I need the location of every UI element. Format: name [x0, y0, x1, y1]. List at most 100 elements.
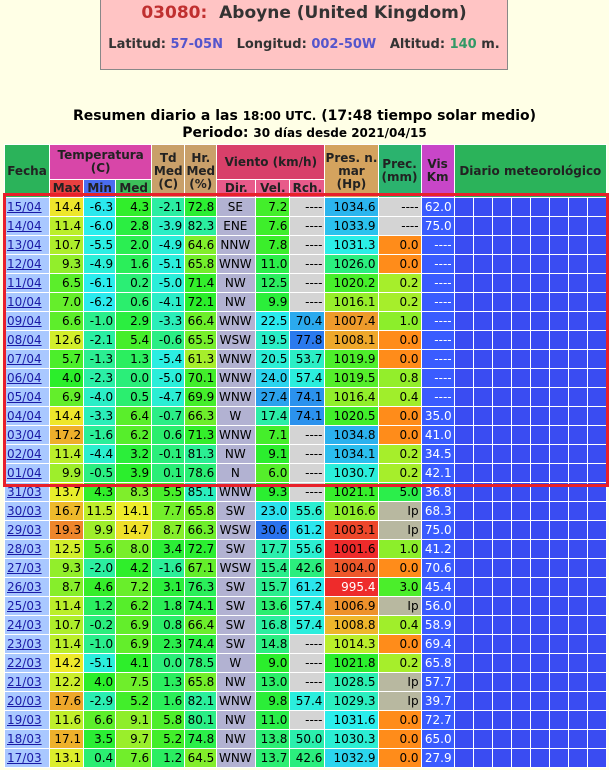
cell: 6.5: [49, 273, 85, 293]
diary-cell: [586, 311, 608, 331]
diary-cell: [491, 273, 512, 293]
cell: 6.9: [49, 387, 85, 407]
diary-cell: [548, 463, 569, 483]
date-link[interactable]: 31/03: [7, 485, 42, 499]
diary-cell: [472, 311, 493, 331]
date-link[interactable]: 07/04: [7, 352, 42, 366]
diary-cell: [491, 425, 512, 445]
cell: ----: [289, 197, 326, 217]
diary-cell: [586, 691, 608, 711]
cell: ----: [420, 292, 455, 312]
cell: SW: [216, 501, 257, 521]
date-link[interactable]: 13/04: [7, 238, 42, 252]
diary-cell: [453, 634, 474, 654]
diary-cell: [472, 748, 493, 768]
date-link[interactable]: 21/03: [7, 675, 42, 689]
cell: 2.8: [115, 216, 153, 236]
cell: -5.1: [151, 254, 186, 274]
cell: 31/03: [3, 482, 51, 502]
cell: 70.4: [289, 311, 326, 331]
diary-cell: [586, 368, 608, 388]
date-link[interactable]: 08/04: [7, 333, 42, 347]
cell: ----: [289, 653, 326, 673]
date-link[interactable]: 14/04: [7, 219, 42, 233]
diary-cell: [510, 387, 531, 407]
date-link[interactable]: 28/03: [7, 542, 42, 556]
diary-cell: [453, 197, 474, 217]
cell: 5.8: [151, 710, 186, 730]
cell: -1.0: [83, 634, 117, 654]
diary-cell: [548, 729, 569, 749]
cell: 0.0: [377, 235, 422, 255]
date-link[interactable]: 01/04: [7, 466, 42, 480]
date-link[interactable]: 20/03: [7, 694, 42, 708]
diary-cell: [510, 482, 531, 502]
date-link[interactable]: 29/03: [7, 523, 42, 537]
date-link[interactable]: 22/03: [7, 656, 42, 670]
cell: ----: [420, 349, 455, 369]
diary-cell: [472, 254, 493, 274]
cell: ----: [377, 216, 422, 236]
cell: 4.1: [115, 653, 153, 673]
cell: 74.1: [184, 596, 218, 616]
cell: 14.4: [49, 406, 85, 426]
cell: 1007.4: [324, 311, 379, 331]
subheader: Dir.: [216, 179, 257, 198]
date-link[interactable]: 25/03: [7, 599, 42, 613]
cell: 36.8: [420, 482, 455, 502]
cell: 28/03: [3, 539, 51, 559]
diary-cell: [529, 501, 550, 521]
diary-cell: [529, 368, 550, 388]
date-link[interactable]: 09/04: [7, 314, 42, 328]
cell: SW: [216, 596, 257, 616]
cell: 0.2: [377, 444, 422, 464]
date-link[interactable]: 15/04: [7, 200, 42, 214]
cell: -0.2: [83, 615, 117, 635]
date-link[interactable]: 03/04: [7, 428, 42, 442]
cell: 13.8: [255, 729, 291, 749]
cell: 09/04: [3, 311, 51, 331]
diary-cell: [586, 254, 608, 274]
diary-cell: [510, 368, 531, 388]
cell: 12/04: [3, 254, 51, 274]
date-link[interactable]: 12/04: [7, 257, 42, 271]
cell: 0.0: [377, 425, 422, 445]
date-link[interactable]: 04/04: [7, 409, 42, 423]
cell: 1.0: [377, 539, 422, 559]
diary-cell: [567, 691, 588, 711]
date-link[interactable]: 18/03: [7, 732, 42, 746]
date-link[interactable]: 11/04: [7, 276, 42, 290]
cell: 5.4: [115, 330, 153, 350]
diary-cell: [472, 368, 493, 388]
row: 06/04 4.0 -2.3 0.0 -5.0 70.1 WNW 24.0 57.4 1019.5…: [3, 368, 608, 388]
date-link[interactable]: 26/03: [7, 580, 42, 594]
date-link[interactable]: 27/03: [7, 561, 42, 575]
diary-cell: [586, 292, 608, 312]
cell: 65.8: [184, 672, 218, 692]
cell: -4.9: [83, 254, 117, 274]
row: 17/03 13.1 0.4 7.6 1.2 64.5 WNW 13.7 42.6 1032.9 0…: [3, 748, 608, 768]
date-link[interactable]: 19/03: [7, 713, 42, 727]
date-link[interactable]: 10/04: [7, 295, 42, 309]
date-link[interactable]: 17/03: [7, 751, 42, 765]
diary-cell: [529, 425, 550, 445]
cell: 29/03: [3, 520, 51, 540]
date-link[interactable]: 02/04: [7, 447, 42, 461]
cell: 66.3: [184, 520, 218, 540]
diary-cell: [491, 482, 512, 502]
date-link[interactable]: 23/03: [7, 637, 42, 651]
cell: 3.0: [377, 577, 422, 597]
date-link[interactable]: 06/04: [7, 371, 42, 385]
date-link[interactable]: 05/04: [7, 390, 42, 404]
cell: 9.1: [255, 444, 291, 464]
diary-cell: [491, 387, 512, 407]
cell: NW: [216, 710, 257, 730]
diary-cell: [567, 653, 588, 673]
cell: 0.2: [377, 653, 422, 673]
diary-cell: [586, 710, 608, 730]
date-link[interactable]: 30/03: [7, 504, 42, 518]
diary-cell: [567, 577, 588, 597]
diary-cell: [453, 444, 474, 464]
diary-cell: [548, 539, 569, 559]
date-link[interactable]: 24/03: [7, 618, 42, 632]
